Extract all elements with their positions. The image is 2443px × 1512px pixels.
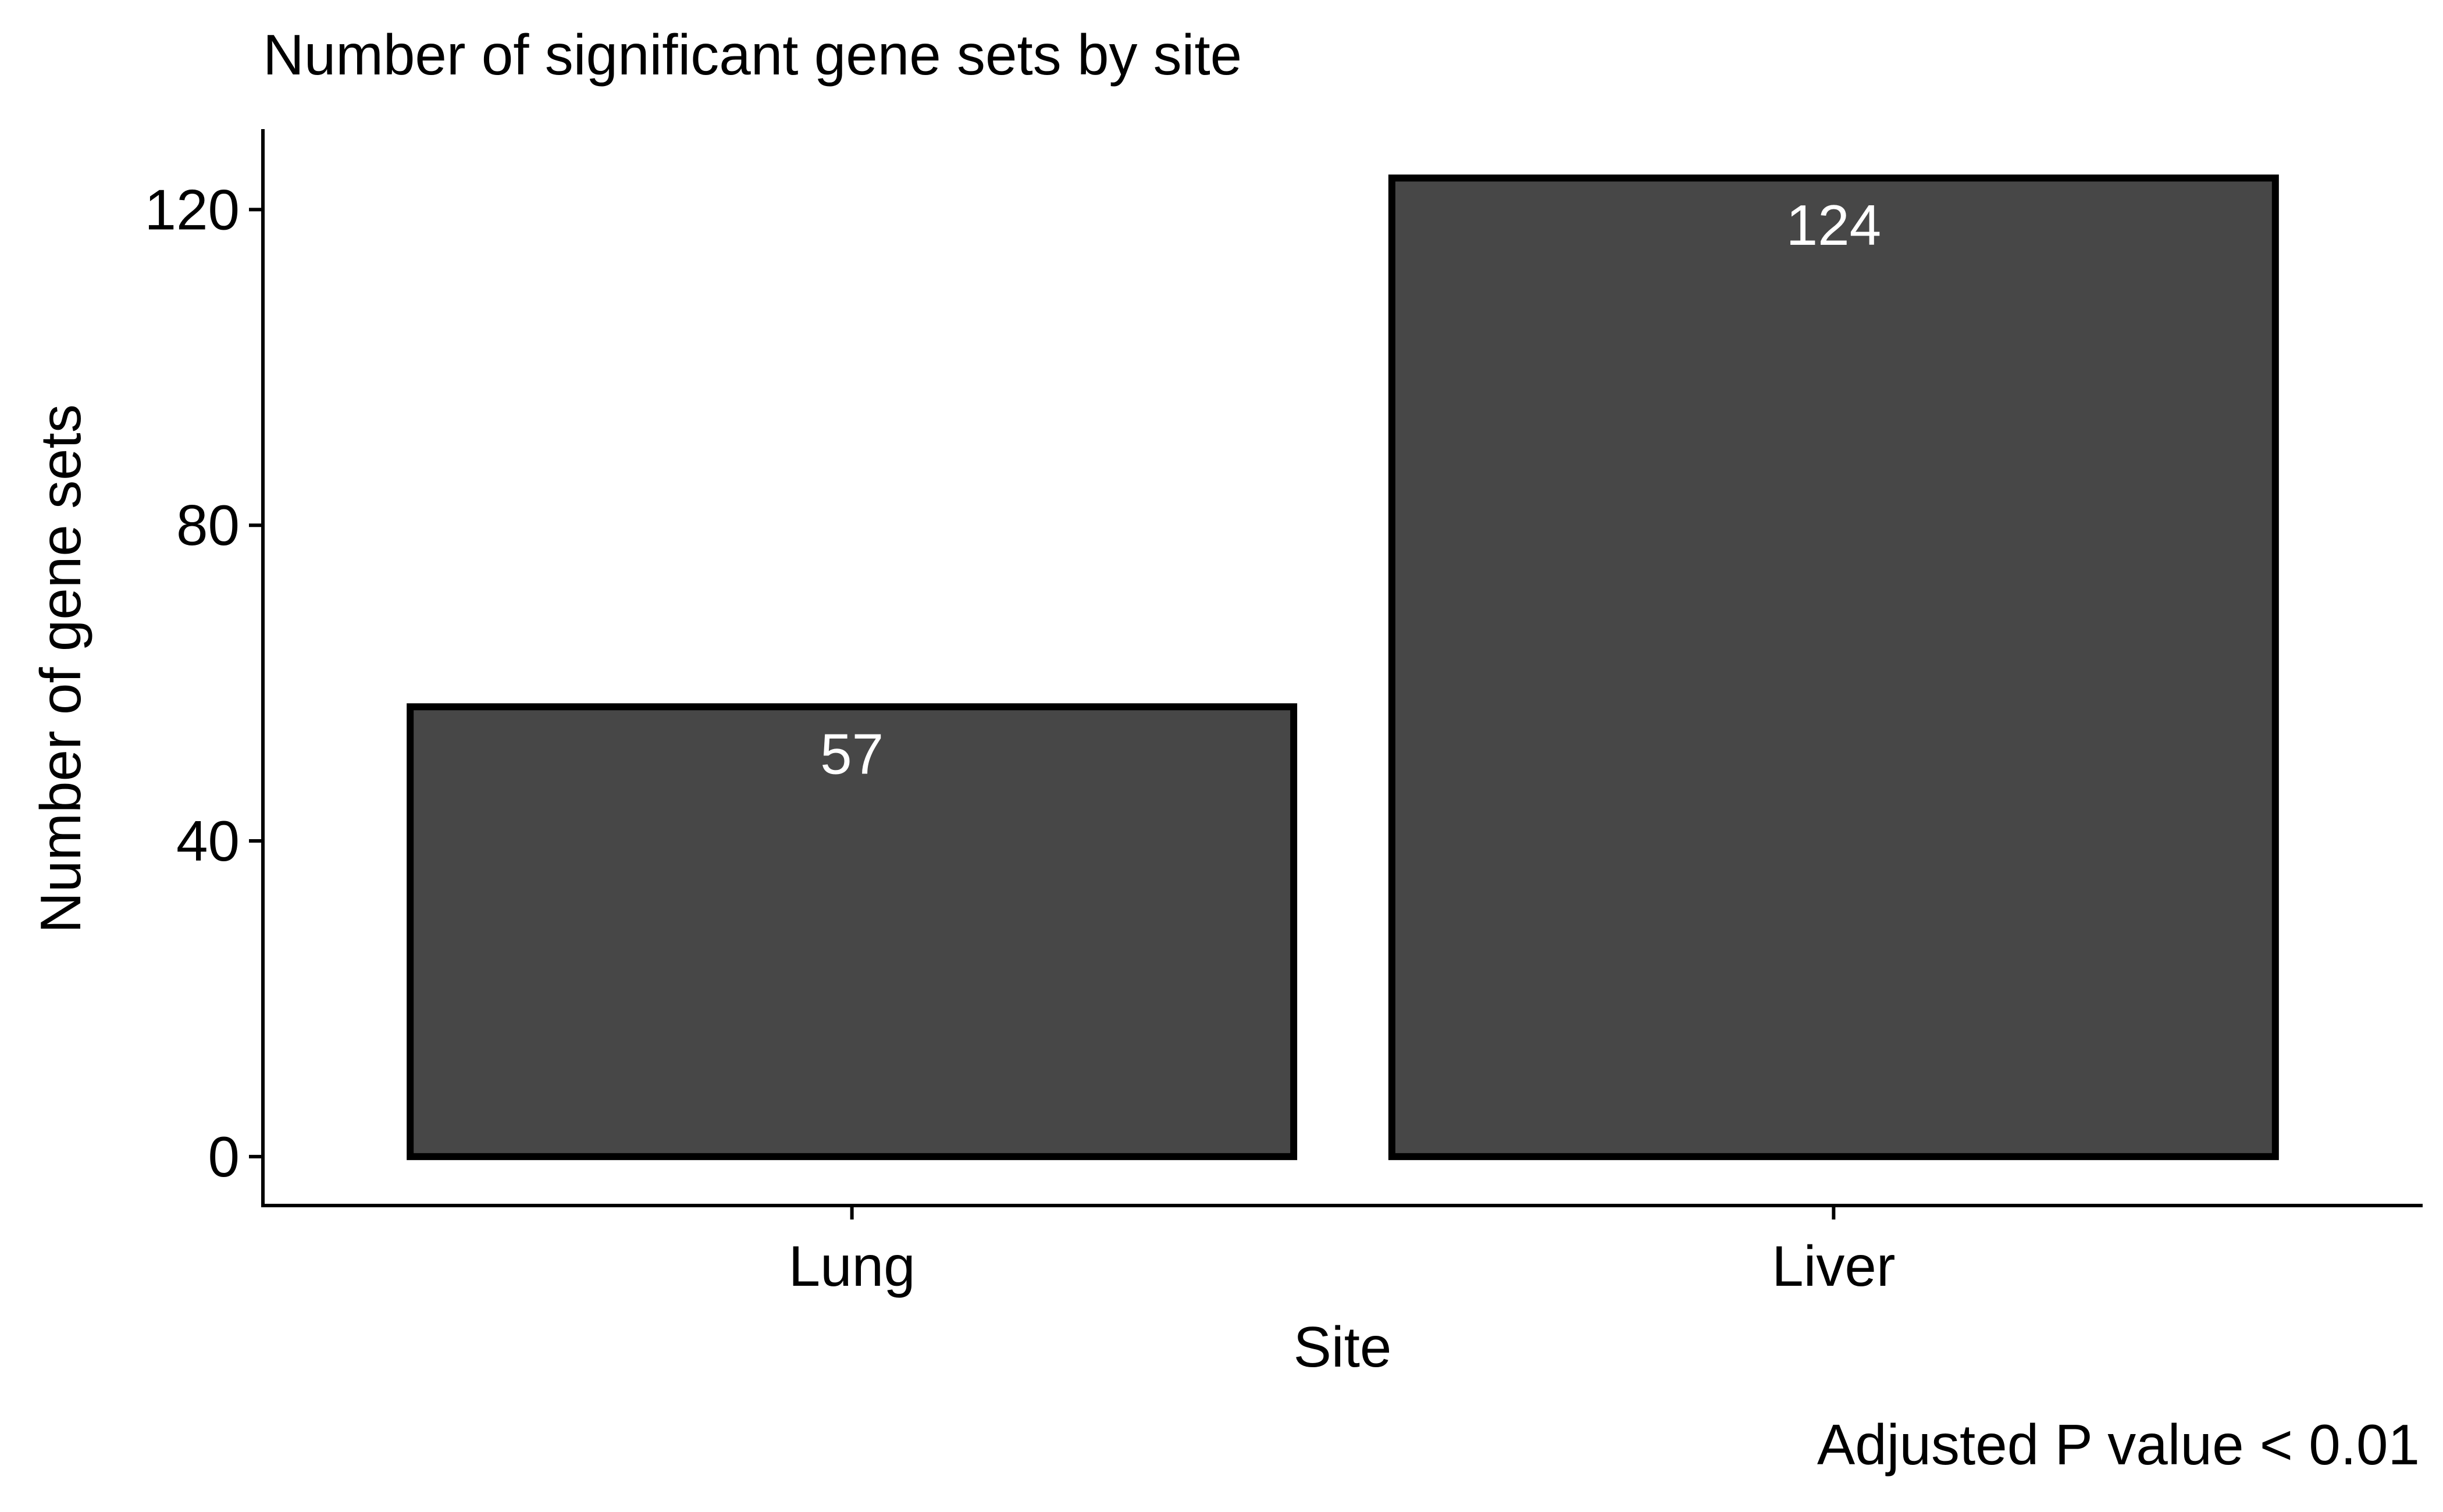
y-tick-label: 80 bbox=[176, 493, 240, 557]
bar-lung bbox=[407, 703, 1298, 1160]
x-tick-label: Lung bbox=[789, 1234, 916, 1298]
y-tick-label: 0 bbox=[208, 1125, 240, 1189]
y-tick-label: 40 bbox=[176, 809, 240, 873]
bar-value-label: 124 bbox=[1786, 193, 1882, 257]
x-axis-ticks: Lung Liver bbox=[789, 1206, 1896, 1298]
x-tick-label: Liver bbox=[1772, 1234, 1895, 1298]
chart-caption: Adjusted P value < 0.01 bbox=[1817, 1413, 2420, 1477]
bar-liver bbox=[1388, 174, 2279, 1160]
chart-title: Number of significant gene sets by site bbox=[263, 23, 1242, 87]
bar-value-label: 57 bbox=[820, 722, 884, 786]
x-axis-title: Site bbox=[1294, 1315, 1392, 1379]
plot-area: 57 124 bbox=[407, 174, 2279, 1160]
y-tick-label: 120 bbox=[144, 177, 240, 241]
y-axis-ticks: 0 40 80 120 bbox=[144, 177, 263, 1189]
y-axis-title: Number of gene sets bbox=[29, 404, 92, 933]
